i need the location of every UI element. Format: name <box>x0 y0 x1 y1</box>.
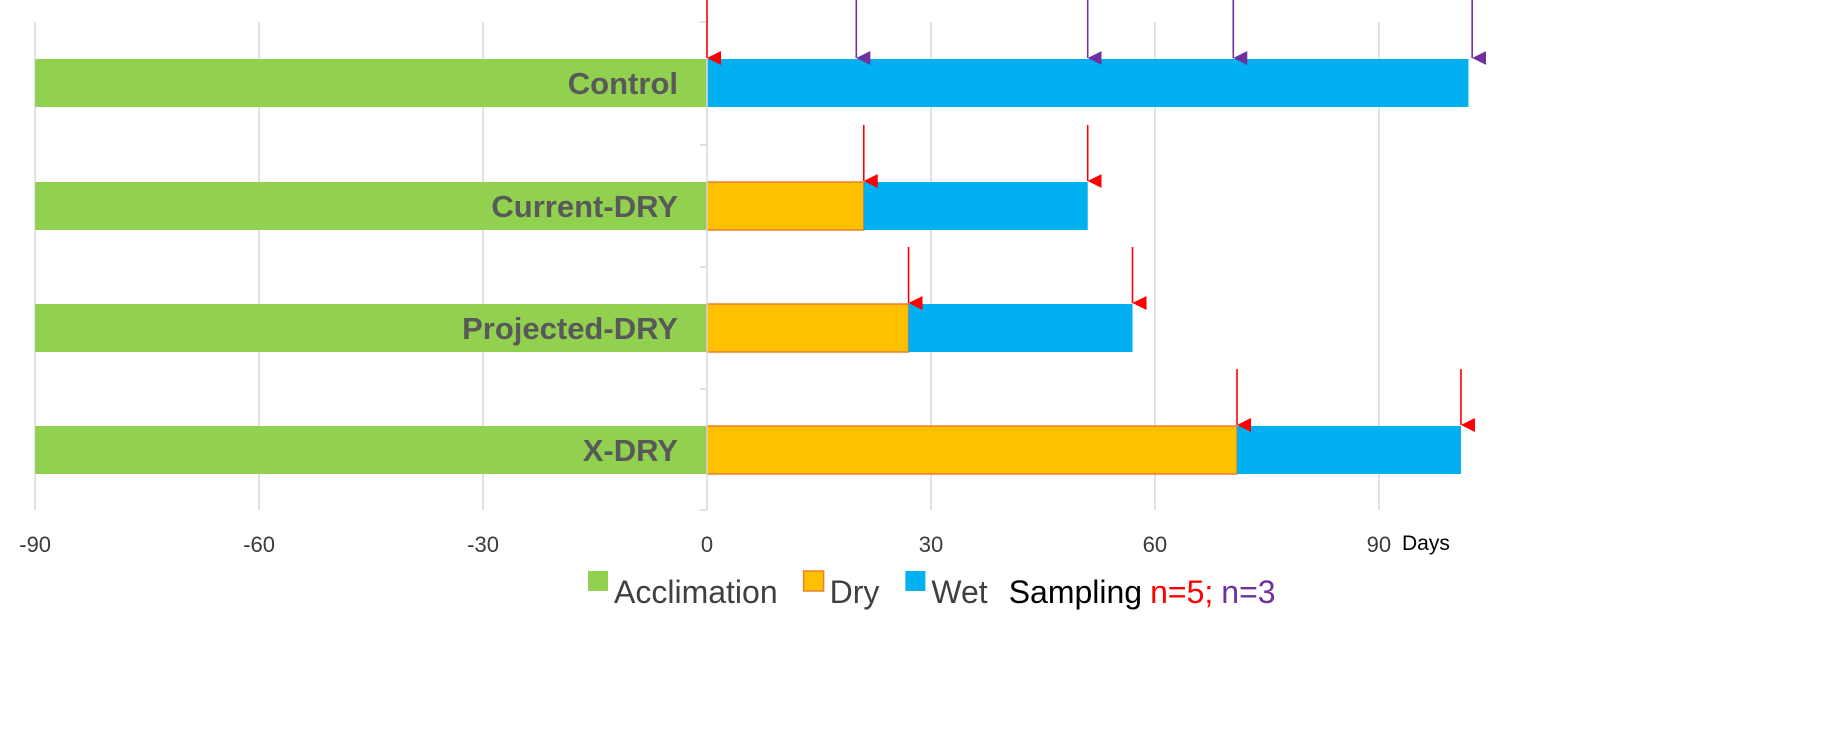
legend-swatch-wet <box>905 571 926 591</box>
x-tick-label: -90 <box>19 532 51 557</box>
category-label: X-DRY <box>583 433 679 468</box>
bar-acclimation-current-dry <box>35 182 707 230</box>
x-axis-unit-label: Days <box>1402 532 1450 555</box>
bar-acclimation-control <box>35 59 707 107</box>
x-tick-label: -30 <box>467 532 499 557</box>
legend-n5-label: n=5; <box>1150 574 1213 610</box>
legend-n3-label: n=3 <box>1221 574 1275 610</box>
legend-swatch-acclimation <box>588 571 608 591</box>
legend: Acclimation Dry Wet Sampling n=5; n=3 <box>588 570 1276 610</box>
bar-dry-x-dry <box>706 425 1238 475</box>
x-tick-label: 0 <box>701 532 713 557</box>
bar-dry-current-dry <box>706 181 865 231</box>
category-label: Projected-DRY <box>462 311 678 346</box>
bar-wet-current-dry <box>863 182 1088 230</box>
x-axis: -90 -60 -30 0 30 60 90 Days <box>19 21 1450 557</box>
x-tick-label: 90 <box>1367 532 1391 557</box>
x-tick-label: 60 <box>1143 532 1167 557</box>
legend-label-acclimation: Acclimation <box>614 574 778 610</box>
category-label: Current-DRY <box>491 189 678 224</box>
x-tick-label: 30 <box>919 532 943 557</box>
legend-sampling-label: Sampling <box>1009 574 1142 610</box>
legend-label-wet: Wet <box>931 574 987 610</box>
x-tick-label: -60 <box>243 532 275 557</box>
bars <box>35 59 1469 475</box>
legend-label-dry: Dry <box>830 574 880 610</box>
legend-swatch-dry <box>802 570 825 592</box>
sampling-arrows <box>706 0 1487 432</box>
bar-wet-projected-dry <box>908 304 1133 352</box>
bar-wet-x-dry <box>1237 426 1461 474</box>
bar-dry-projected-dry <box>706 303 910 353</box>
category-label: Control <box>568 66 678 101</box>
bar-acclimation-x-dry <box>35 426 707 474</box>
bar-acclimation-projected-dry <box>35 304 707 352</box>
bar-wet-control <box>707 59 1469 107</box>
category-labels: Control Current-DRY Projected-DRY X-DRY <box>462 66 678 468</box>
